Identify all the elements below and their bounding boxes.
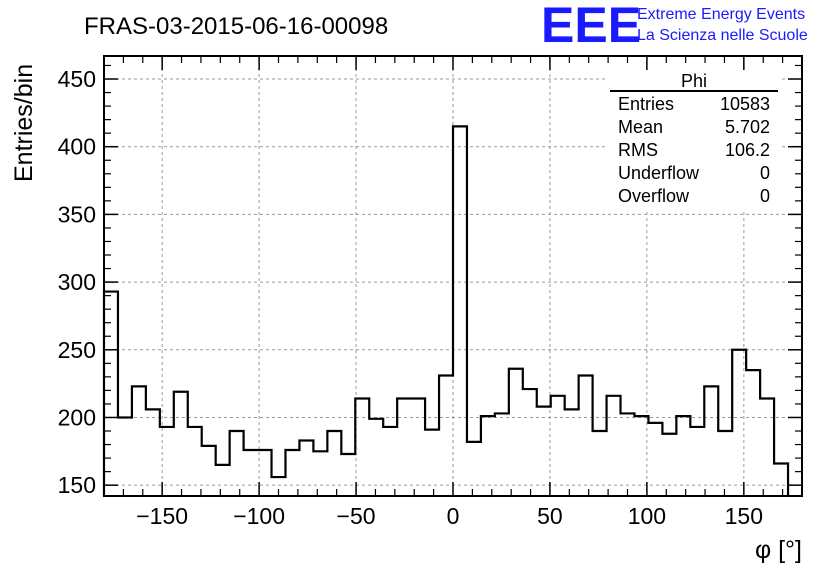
- x-tick-label: 50: [537, 503, 563, 529]
- stats-value: 5.702: [725, 117, 770, 137]
- stats-label: Underflow: [618, 163, 700, 183]
- eee-subtitle-line1: Extreme Energy Events: [637, 6, 805, 23]
- x-tick-label: 100: [628, 503, 666, 529]
- x-tick-label: −150: [136, 503, 188, 529]
- histogram-outline: [102, 125, 790, 496]
- y-tick-label: 450: [58, 66, 96, 92]
- tick-labels: −150 −100 −50 0 50 100 150 150 200 250 300 350 400 45…: [58, 66, 763, 529]
- stats-value: 0: [760, 186, 770, 206]
- x-tick-label: −100: [233, 503, 285, 529]
- stats-label: Entries: [618, 94, 674, 114]
- eee-subtitle-line2: La Scienza nelle Scuole: [637, 27, 808, 44]
- stats-label: Mean: [618, 117, 663, 137]
- stats-value: 0: [760, 163, 770, 183]
- stats-label: RMS: [618, 140, 658, 160]
- x-tick-label: 0: [447, 503, 460, 529]
- eee-logo-text: EEE: [541, 0, 641, 53]
- y-tick-label: 400: [58, 134, 96, 160]
- x-tick-label: 150: [725, 503, 763, 529]
- y-tick-label: 200: [58, 404, 96, 430]
- stats-box-frame: [608, 70, 780, 210]
- axes: [103, 55, 803, 497]
- y-tick-label: 150: [58, 472, 96, 498]
- eee-logo: EEE Extreme Energy Events La Scienza nel…: [541, 0, 808, 53]
- y-tick-label: 300: [58, 269, 96, 295]
- stats-title: Phi: [681, 71, 707, 91]
- y-tick-label: 250: [58, 337, 96, 363]
- y-axis-title: Entries/bin: [10, 64, 38, 182]
- stats-value: 10583: [720, 94, 770, 114]
- x-axis-title: φ [°]: [755, 536, 802, 564]
- x-tick-label: −50: [337, 503, 376, 529]
- run-title: FRAS-03-2015-06-16-00098: [84, 13, 388, 40]
- stats-box: Phi Entries 10583 Mean 5.702 RMS 106.2 Underfl…: [608, 70, 780, 210]
- y-tick-label: 350: [58, 201, 96, 227]
- stats-label: Overflow: [618, 186, 690, 206]
- histogram-bars: [102, 125, 790, 496]
- stats-value: 106.2: [725, 140, 770, 160]
